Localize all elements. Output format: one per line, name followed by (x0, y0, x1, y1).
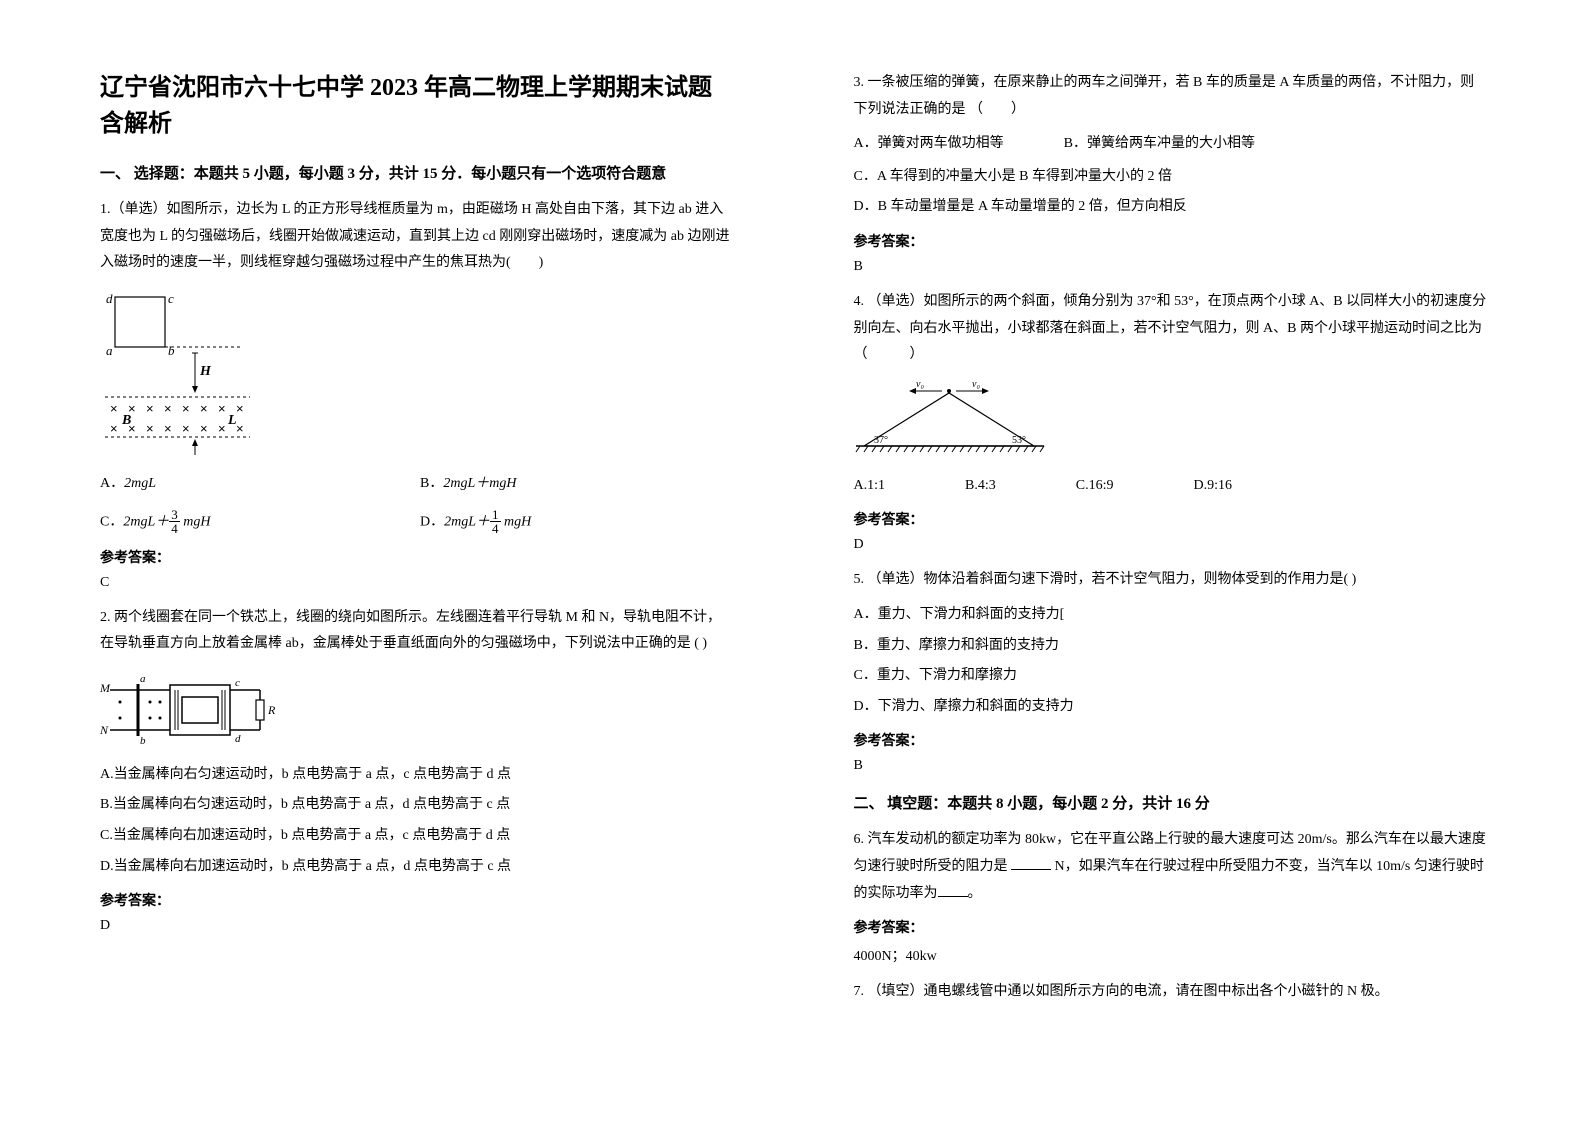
question-4-text: 4. （单选）如图所示的两个斜面，倾角分别为 37°和 53°，在顶点两个小球 … (854, 289, 1488, 369)
svg-text:B: B (121, 413, 131, 428)
svg-text:a: a (106, 343, 113, 358)
svg-text:×: × (164, 421, 172, 436)
q2-option-d: D.当金属棒向右加速运动时，b 点电势高于 a 点，d 点电势高于 c 点 (100, 854, 734, 881)
q6-answer-label: 参考答案： (854, 917, 1488, 937)
q1-option-a: A．2mgL (100, 471, 420, 498)
svg-text:×: × (182, 421, 190, 436)
q1-answer-label: 参考答案： (100, 547, 734, 567)
q3-option-c: C．A 车得到的冲量大小是 B 车得到冲量大小的 2 倍 (854, 164, 1488, 191)
svg-text:×: × (218, 401, 226, 416)
question-5-text: 5. （单选）物体沿着斜面匀速下滑时，若不计空气阻力，则物体受到的作用力是( ) (854, 567, 1488, 594)
q2-option-a: A.当金属棒向右匀速运动时，b 点电势高于 a 点，c 点电势高于 d 点 (100, 762, 734, 789)
q1-options-row-2: C．2mgL＋34 mgH D．2mgL＋14 mgH (100, 509, 734, 536)
q4-option-c: C.16:9 (1076, 473, 1114, 500)
svg-text:×: × (110, 421, 118, 436)
svg-text:×: × (110, 401, 118, 416)
q2-option-b: B.当金属棒向右匀速运动时，b 点电势高于 a 点，d 点电势高于 c 点 (100, 792, 734, 819)
q3-option-a: A．弹簧对两车做功相等 (854, 131, 1004, 158)
q4-answer-label: 参考答案： (854, 509, 1488, 529)
svg-text:×: × (200, 421, 208, 436)
q5-answer: B (854, 758, 1488, 774)
q4-option-d: D.9:16 (1193, 473, 1232, 500)
svg-text:d: d (106, 291, 113, 306)
question-6-text: 6. 汽车发动机的额定功率为 80kw，它在平直公路上行驶的最大速度可达 20m… (854, 827, 1488, 907)
document-title: 辽宁省沈阳市六十七中学 2023 年高二物理上学期期末试题含解析 (100, 70, 734, 142)
section-1-heading: 一、 选择题：本题共 5 小题，每小题 3 分，共计 15 分．每小题只有一个选… (100, 162, 734, 183)
svg-text:N: N (100, 723, 109, 737)
svg-text:b: b (168, 343, 175, 358)
q5-option-c: C．重力、下滑力和摩擦力 (854, 663, 1488, 690)
question-3-text: 3. 一条被压缩的弹簧，在原来静止的两车之间弹开，若 B 车的质量是 A 车质量… (854, 70, 1488, 123)
svg-text:×: × (146, 401, 154, 416)
svg-text:53°: 53° (1012, 435, 1026, 446)
q5-option-b: B．重力、摩擦力和斜面的支持力 (854, 633, 1488, 660)
q5-answer-label: 参考答案： (854, 730, 1488, 750)
q5-option-d: D．下滑力、摩擦力和斜面的支持力 (854, 694, 1488, 721)
question-1-figure: d c a b H ×××××××× ×××××××× B (100, 289, 734, 459)
q1-option-d: D．2mgL＋14 mgH (420, 509, 531, 536)
svg-text:M: M (100, 681, 111, 695)
q3-option-b: B．弹簧给两车冲量的大小相等 (1064, 131, 1255, 158)
svg-text:v₀: v₀ (916, 381, 924, 390)
svg-text:R: R (267, 703, 276, 717)
q3-options-row-1: A．弹簧对两车做功相等 B．弹簧给两车冲量的大小相等 (854, 131, 1488, 158)
svg-text:H: H (199, 364, 212, 379)
svg-text:37°: 37° (874, 435, 888, 446)
q3-answer-label: 参考答案： (854, 231, 1488, 251)
q2-answer-label: 参考答案： (100, 890, 734, 910)
svg-text:v₀: v₀ (972, 381, 980, 390)
svg-text:×: × (236, 401, 244, 416)
question-2-figure: M N a b (100, 670, 734, 750)
q4-answer: D (854, 537, 1488, 553)
q3-option-d: D．B 车动量增量是 A 车动量增量的 2 倍，但方向相反 (854, 194, 1488, 221)
svg-text:c: c (235, 677, 240, 689)
question-2-text: 2. 两个线圈套在同一个铁芯上，线圈的绕向如图所示。左线圈连着平行导轨 M 和 … (100, 605, 734, 658)
section-2-heading: 二、 填空题：本题共 8 小题，每小题 2 分，共计 16 分 (854, 792, 1488, 813)
question-1-text: 1.（单选）如图所示，边长为 L 的正方形导线框质量为 m，由距磁场 H 高处自… (100, 197, 734, 277)
q5-option-a: A．重力、下滑力和斜面的支持力[ (854, 602, 1488, 629)
question-7-text: 7. （填空）通电螺线管中通以如图所示方向的电流，请在图中标出各个小磁针的 N … (854, 979, 1488, 1006)
svg-text:b: b (140, 735, 146, 747)
svg-text:d: d (235, 733, 241, 745)
question-4-figure: 37° 53° v₀ v₀ (854, 381, 1488, 461)
q1-answer: C (100, 575, 734, 591)
svg-text:a: a (140, 673, 146, 685)
svg-text:×: × (146, 421, 154, 436)
q2-answer: D (100, 918, 734, 934)
svg-text:×: × (218, 421, 226, 436)
q3-answer: B (854, 259, 1488, 275)
svg-text:×: × (182, 401, 190, 416)
q1-option-b: B．2mgL＋mgH (420, 471, 516, 498)
q2-option-c: C.当金属棒向右加速运动时，b 点电势高于 a 点，c 点电势高于 d 点 (100, 823, 734, 850)
svg-text:c: c (168, 291, 174, 306)
q4-options-row: A.1:1 B.4:3 C.16:9 D.9:16 (854, 473, 1488, 500)
svg-text:×: × (236, 421, 244, 436)
svg-text:×: × (164, 401, 172, 416)
svg-text:L: L (227, 413, 237, 428)
q1-options-row-1: A．2mgL B．2mgL＋mgH (100, 471, 734, 498)
q4-option-b: B.4:3 (965, 473, 996, 500)
svg-text:×: × (200, 401, 208, 416)
q1-option-c: C．2mgL＋34 mgH (100, 509, 420, 536)
q4-option-a: A.1:1 (854, 473, 886, 500)
q6-answer: 4000N；40kw (854, 945, 1488, 965)
